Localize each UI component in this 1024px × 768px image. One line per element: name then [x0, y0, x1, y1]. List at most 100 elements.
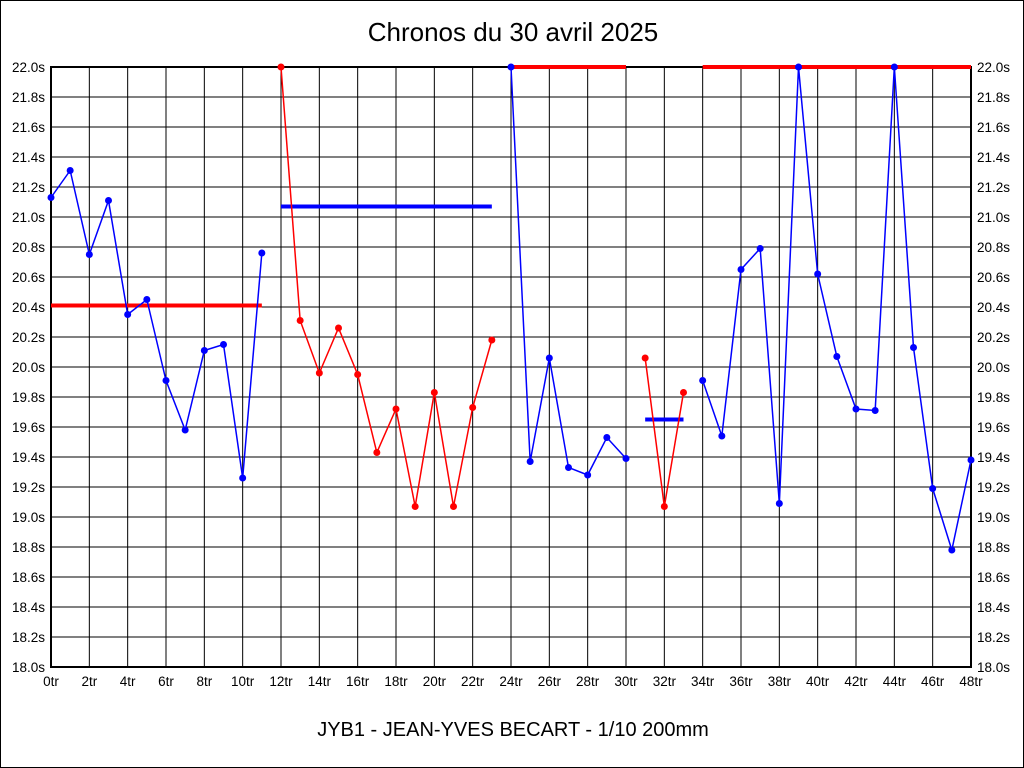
data-point-serie-2-rouge — [315, 369, 323, 377]
y-tick-label-right: 19.6s — [977, 420, 1010, 435]
y-tick-label-right: 20.4s — [977, 300, 1010, 315]
x-tick-label: 38tr — [768, 674, 792, 689]
x-tick-label: 2tr — [81, 674, 97, 689]
chart-title: Chronos du 30 avril 2025 — [367, 17, 659, 47]
y-tick-label-left: 20.4s — [12, 300, 45, 315]
y-tick-label-left: 18.2s — [12, 630, 45, 645]
y-tick-label-left: 21.0s — [12, 210, 45, 225]
data-point-serie-2-rouge — [411, 503, 419, 510]
x-tick-label: 46tr — [921, 674, 945, 689]
data-point-serie-1-bleue — [239, 474, 247, 482]
x-tick-label: 10tr — [231, 674, 255, 689]
y-tick-label-left: 19.4s — [12, 450, 45, 465]
data-point-serie-4-rouge — [680, 389, 687, 396]
y-tick-label-right: 19.8s — [977, 390, 1010, 405]
y-tick-label-left: 18.6s — [12, 570, 45, 585]
y-tick-label-left: 19.8s — [12, 390, 45, 405]
y-tick-label-right: 20.0s — [977, 360, 1010, 375]
y-tick-label-right: 20.8s — [977, 240, 1010, 255]
y-tick-label-left: 19.0s — [12, 510, 45, 525]
y-tick-label-right: 18.0s — [977, 660, 1010, 675]
x-tick-label: 44tr — [883, 674, 907, 689]
data-point-serie-5-bleue — [910, 344, 917, 351]
data-point-serie-5-bleue — [833, 353, 841, 360]
x-tick-label: 0tr — [43, 674, 59, 689]
y-tick-label-right: 19.4s — [977, 450, 1010, 465]
data-point-serie-1-bleue — [200, 347, 208, 354]
data-point-serie-1-bleue — [220, 341, 227, 348]
y-tick-label-left: 20.2s — [12, 330, 45, 345]
x-tick-label: 12tr — [269, 674, 293, 689]
data-point-serie-5-bleue — [852, 405, 860, 413]
data-point-serie-5-bleue — [814, 270, 822, 278]
x-tick-label: 8tr — [196, 674, 212, 689]
data-point-serie-2-rouge — [335, 324, 342, 332]
y-tick-label-left: 20.0s — [12, 360, 45, 375]
y-tick-label-left: 21.2s — [12, 180, 45, 195]
y-tick-label-left: 19.2s — [12, 480, 45, 495]
x-tick-label: 24tr — [499, 674, 523, 689]
data-point-serie-5-bleue — [871, 407, 879, 414]
x-tick-label: 28tr — [576, 674, 600, 689]
data-point-serie-5-bleue — [948, 546, 956, 554]
data-point-serie-2-rouge — [354, 371, 362, 378]
x-tick-label: 32tr — [653, 674, 677, 689]
data-point-serie-3-bleue — [584, 471, 592, 479]
y-tick-label-left: 19.6s — [12, 420, 45, 435]
y-tick-label-left: 22.0s — [12, 60, 45, 75]
data-point-serie-2-rouge — [373, 449, 381, 456]
data-point-serie-3-bleue — [603, 434, 611, 441]
y-tick-label-right: 20.6s — [977, 270, 1010, 285]
data-point-serie-2-rouge — [430, 389, 438, 396]
data-point-serie-2-rouge — [469, 404, 477, 411]
series-line-serie-1-bleue — [50, 168, 263, 479]
data-point-serie-1-bleue — [47, 194, 55, 201]
x-tick-label: 18tr — [384, 674, 408, 689]
data-point-serie-2-rouge — [296, 317, 304, 324]
data-point-serie-5-bleue — [795, 63, 802, 71]
y-tick-label-left: 20.6s — [12, 270, 45, 285]
data-point-serie-5-bleue — [967, 456, 975, 464]
data-point-serie-2-rouge — [277, 63, 285, 71]
x-tick-label: 4tr — [120, 674, 136, 689]
data-point-serie-3-bleue — [565, 464, 572, 471]
data-point-serie-4-rouge — [641, 354, 649, 362]
y-tick-label-right: 18.8s — [977, 540, 1010, 555]
y-tick-label-right: 21.8s — [977, 90, 1010, 105]
y-tick-label-right: 21.2s — [977, 180, 1010, 195]
data-point-serie-3-bleue — [622, 455, 630, 462]
x-tick-label: 6tr — [158, 674, 174, 689]
y-tick-label-right: 18.2s — [977, 630, 1010, 645]
y-tick-label-left: 21.8s — [12, 90, 45, 105]
data-point-serie-5-bleue — [718, 432, 726, 440]
data-point-serie-3-bleue — [526, 458, 534, 465]
data-point-serie-5-bleue — [890, 63, 898, 71]
x-tick-label: 30tr — [614, 674, 638, 689]
data-point-serie-5-bleue — [929, 485, 937, 492]
series-line-serie-3-bleue — [510, 66, 627, 476]
data-point-serie-1-bleue — [181, 426, 189, 434]
y-tick-label-right: 21.4s — [977, 150, 1010, 165]
data-point-serie-2-rouge — [488, 336, 496, 344]
y-tick-label-right: 20.2s — [977, 330, 1010, 345]
data-point-serie-3-bleue — [545, 354, 553, 362]
x-tick-label: 16tr — [346, 674, 370, 689]
x-tick-label: 20tr — [423, 674, 447, 689]
y-tick-label-left: 21.6s — [12, 120, 45, 135]
x-tick-label: 48tr — [959, 674, 983, 689]
data-point-serie-1-bleue — [258, 249, 266, 257]
data-point-serie-5-bleue — [699, 377, 707, 384]
x-tick-label: 36tr — [729, 674, 753, 689]
y-tick-label-left: 18.0s — [12, 660, 45, 675]
data-point-serie-3-bleue — [507, 63, 515, 71]
y-tick-label-right: 22.0s — [977, 60, 1010, 75]
data-point-serie-1-bleue — [143, 296, 151, 303]
y-tick-label-right: 18.6s — [977, 570, 1010, 585]
y-tick-label-left: 21.4s — [12, 150, 45, 165]
y-tick-label-right: 19.0s — [977, 510, 1010, 525]
data-point-serie-5-bleue — [775, 500, 783, 507]
data-point-serie-1-bleue — [105, 197, 112, 204]
y-tick-label-right: 19.2s — [977, 480, 1010, 495]
